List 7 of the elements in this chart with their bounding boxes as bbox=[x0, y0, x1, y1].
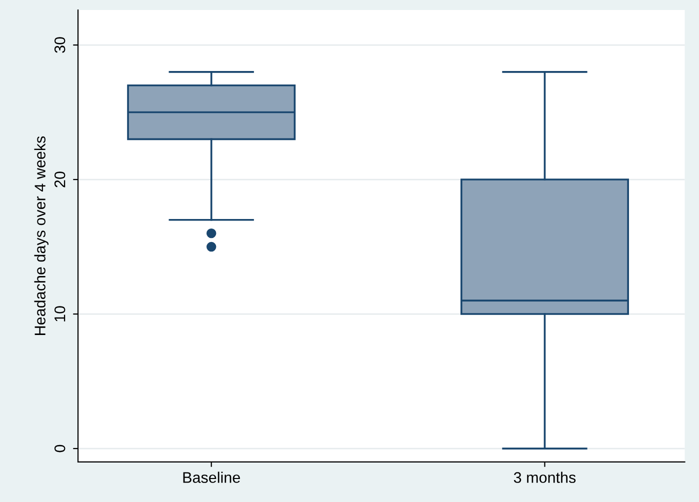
y-tick-label: 0 bbox=[54, 444, 66, 452]
y-tick-label: 10 bbox=[54, 306, 66, 322]
y-tick-label: 30 bbox=[54, 37, 66, 53]
y-tick-label: 20 bbox=[54, 172, 66, 188]
x-tick-label: Baseline bbox=[183, 472, 240, 483]
x-tick-label: 3 months bbox=[514, 472, 576, 483]
y-axis-title: Headache days over 4 weeks bbox=[34, 136, 48, 335]
